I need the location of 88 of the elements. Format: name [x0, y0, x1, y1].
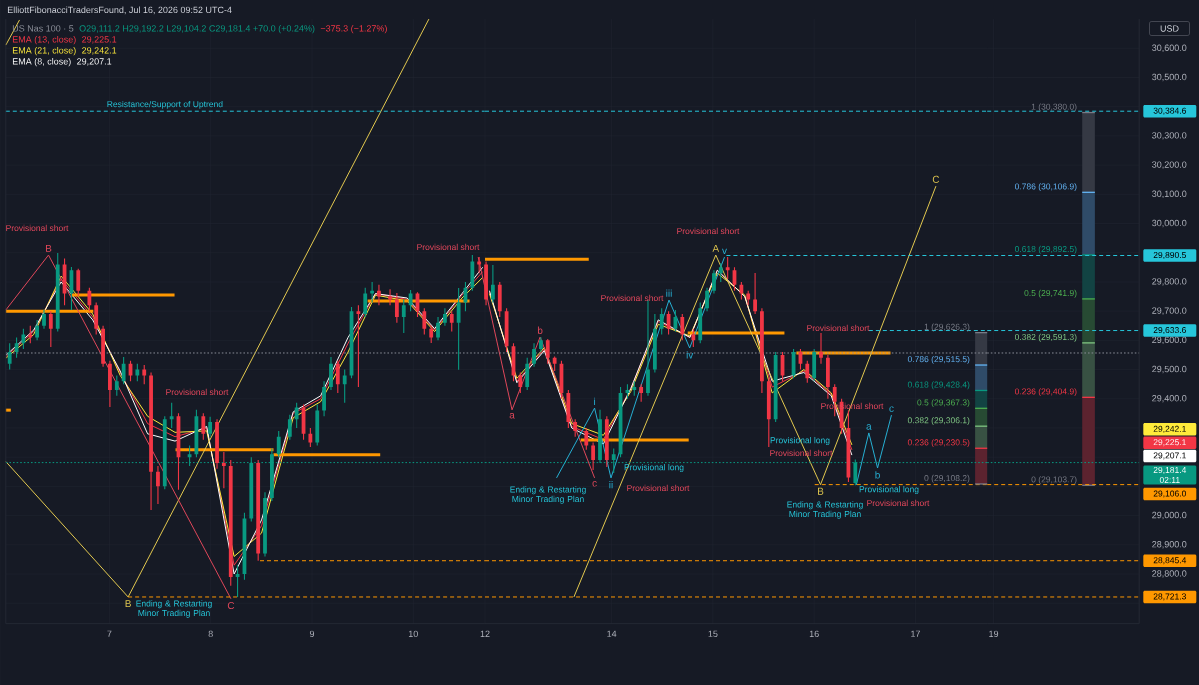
data-label: 1 (30,380.0) — [1031, 103, 1077, 112]
data-label: a — [509, 413, 515, 419]
ref-line-label: 29,633.6 — [1153, 327, 1186, 335]
y-tick-label: 30,300.0 — [1152, 132, 1187, 140]
annotation: Provisional short — [6, 224, 69, 232]
y-tick-label: 29,700.0 — [1152, 307, 1187, 315]
text: EMA (13, close) — [12, 35, 76, 45]
annotation: Provisional long — [859, 486, 919, 494]
x-tick-label: 15 — [708, 630, 718, 637]
ref-line-label: 29,181.4 02:11 — [1153, 467, 1187, 483]
annotation: 29,207.1 — [77, 58, 112, 66]
text: EMA (8, close) — [12, 57, 71, 67]
data-label: 0.618 (29,428.4) — [907, 381, 970, 390]
y-tick-label: 28,900.0 — [1152, 541, 1187, 549]
y-tick-label: 29,600.0 — [1152, 336, 1187, 345]
y-tick-label: 30,500.0 — [1152, 73, 1187, 82]
text: 29,225.1 — [1153, 439, 1186, 447]
data-label: B — [817, 487, 824, 495]
y-tick-label: 30,200.0 — [1152, 161, 1187, 169]
data-label: C — [932, 175, 940, 183]
data-label: 1 (29,626.3) — [924, 323, 970, 332]
annotation: Ending & Restarting Minor Trading Plan — [136, 600, 212, 618]
text: O29,111.2 H29,192.2 L29,104.2 C29,181.4 +70.0 (+0.24%) — [79, 24, 315, 34]
data-label: b — [537, 326, 543, 334]
data-label: 0.382 (29,591.3) — [1014, 333, 1077, 342]
ref-line-label: 28,721.3 — [1153, 593, 1186, 601]
x-tick-label: 12 — [480, 630, 490, 637]
text: EMA (21, close) — [12, 46, 76, 56]
text: 29,242.1 — [1153, 425, 1186, 433]
y-tick-label: 29,500.0 — [1152, 365, 1187, 374]
data-label: A — [712, 244, 720, 252]
annotation: Provisional short — [807, 324, 870, 332]
data-label: c — [592, 481, 597, 487]
annotation: Provisional short — [417, 243, 480, 251]
annotation: Provisional short — [627, 484, 690, 492]
text: 29,207.1 — [1153, 452, 1186, 460]
data-label: ii — [609, 481, 613, 489]
annotation: Resistance/Support of Uptrend — [107, 100, 223, 109]
data-label: C — [227, 602, 235, 610]
x-tick-label: 10 — [408, 630, 418, 638]
y-tick-label: 28,800.0 — [1152, 570, 1187, 578]
data-label: 0.786 (29,515.5) — [907, 355, 970, 364]
y-tick-label: 30,100.0 — [1152, 190, 1187, 199]
data-label: 0.5 (29,367.3) — [917, 399, 970, 408]
x-tick-label: 14 — [607, 630, 617, 637]
y-tick-label: 29,400.0 — [1152, 395, 1187, 403]
data-label: 0 (29,108.2) — [924, 474, 970, 483]
ref-line-label: 29,890.5 — [1153, 252, 1186, 260]
x-tick-label: 7 — [107, 630, 112, 637]
ref-line-label: 29,106.0 — [1153, 490, 1187, 498]
data-label: 0 (29,103.7) — [1031, 476, 1077, 485]
annotation: Provisional short — [867, 499, 930, 507]
data-label: B — [45, 244, 52, 252]
data-label: iv — [686, 351, 694, 359]
annotation: Provisional short — [677, 227, 740, 235]
annotation: −375.3 (−1.27%) — [320, 24, 387, 34]
text: ElliottFibonacciTradersFound, Jul 16, 2026 09:52 UTC-4 — [7, 6, 232, 15]
x-tick-label: 9 — [309, 630, 315, 638]
data-label: 0.236 (29,230.5) — [907, 439, 970, 448]
data-label: 0.382 (29,306.1) — [907, 417, 970, 425]
x-tick-label: 17 — [911, 630, 921, 637]
data-label: iii — [666, 289, 672, 297]
annotation: 29,225.1 — [82, 36, 117, 44]
x-tick-label: 8 — [208, 630, 213, 638]
data-label: 0.5 (29,741.9) — [1024, 289, 1077, 298]
annotation: Provisional short — [166, 388, 229, 396]
x-tick-label: 16 — [809, 630, 819, 638]
data-label: 0.236 (29,404.9) — [1014, 388, 1077, 397]
annotation: Provisional short — [601, 294, 664, 302]
data-label: b — [875, 471, 880, 479]
data-label: 0.618 (29,892.5) — [1014, 245, 1077, 254]
y-axis-title: USD — [1160, 25, 1179, 32]
data-label: i — [594, 397, 596, 405]
ref-line-label: 30,384.6 — [1153, 107, 1186, 115]
x-tick-label: 19 — [989, 630, 999, 638]
data-label: B — [125, 600, 131, 608]
data-label: c — [889, 406, 894, 412]
annotation: 29,242.1 — [82, 47, 117, 55]
data-label: 0.786 (30,106.9) — [1014, 183, 1077, 192]
ref-line-label: 28,845.4 — [1153, 557, 1187, 565]
data-label: v — [722, 248, 727, 254]
annotation: Ending & Restarting Minor Trading Plan — [787, 501, 863, 519]
annotation: Ending & Restarting Minor Trading Plan — [510, 486, 586, 504]
y-tick-label: 30,600.0 — [1152, 44, 1187, 53]
y-tick-label: 29,000.0 — [1152, 511, 1187, 520]
y-tick-label: 29,800.0 — [1152, 278, 1187, 286]
y-tick-label: 30,000.0 — [1152, 219, 1187, 228]
data-label: a — [866, 424, 872, 430]
